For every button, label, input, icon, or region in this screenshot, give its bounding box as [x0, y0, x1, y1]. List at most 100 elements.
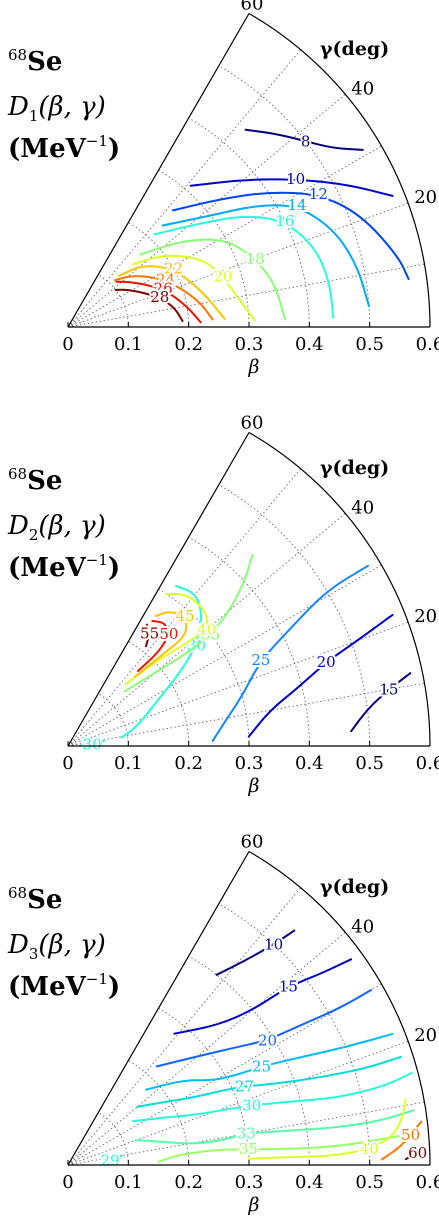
units-open: (MeV — [8, 134, 87, 164]
nucleus-mass: 68 — [8, 46, 27, 64]
quantity-label: D3(β, γ) — [7, 930, 106, 963]
contour-label: 20 — [213, 268, 232, 286]
units-power: −1 — [86, 970, 108, 988]
units-label: (MeV−1) — [8, 970, 120, 1002]
units-open: (MeV — [8, 553, 87, 583]
contour-label: 8 — [301, 132, 311, 150]
quantity-args: (β, γ) — [38, 92, 105, 122]
grid-radial — [67, 93, 346, 328]
contour-label: 50 — [159, 625, 178, 643]
grid-arc — [158, 588, 250, 747]
beta-tick-label: 0.5 — [355, 1172, 384, 1193]
grid-arc — [218, 65, 371, 328]
quantity-symbol: D — [7, 92, 29, 122]
gamma-tick-label: 60 — [241, 413, 264, 434]
quantity-index: 3 — [29, 945, 39, 963]
grid-radial — [67, 931, 346, 1166]
axis-title-beta: β — [248, 775, 260, 797]
nucleus-symbol: Se — [27, 885, 62, 915]
contour-line-22 — [118, 265, 226, 320]
grid-arc — [158, 169, 250, 328]
contour-label: 60 — [408, 1144, 427, 1162]
contour-line-55 — [145, 623, 150, 648]
gamma-tick-label: 20 — [414, 1025, 437, 1046]
contour-label: 20 — [317, 653, 336, 671]
beta-tick-label: 0.5 — [355, 334, 384, 355]
contour-label: 15 — [379, 680, 398, 698]
axis-title-gamma: γ(deg) — [320, 457, 389, 479]
quantity-symbol: D — [7, 930, 29, 960]
grid-arc — [97, 274, 129, 328]
gamma-tick-label: 40 — [351, 78, 374, 99]
contour-line-60 — [404, 1145, 425, 1161]
beta-tick-label: 0.2 — [174, 334, 203, 355]
grid-radial — [67, 564, 382, 747]
contour-line-10 — [189, 178, 394, 197]
beta-tick-label: 0.6 — [416, 753, 439, 774]
beta-tick-label: 0.5 — [355, 753, 384, 774]
gamma-tick-label: 20 — [414, 606, 437, 627]
beta-tick-label: 0 — [62, 753, 73, 774]
grid-arc — [218, 484, 371, 747]
contour-line-12 — [172, 191, 410, 281]
contour-label: 55 — [140, 625, 159, 643]
gamma-tick-label: 60 — [241, 832, 264, 853]
quantity-args: (β, γ) — [38, 930, 105, 960]
beta-tick-label: 0.4 — [295, 753, 324, 774]
contour-line-50 — [380, 1120, 423, 1161]
contour-label: 29 — [100, 1152, 119, 1170]
grid-arc — [158, 1007, 250, 1166]
nucleus-symbol: Se — [27, 47, 62, 77]
contour-label: 40 — [360, 1140, 379, 1158]
nucleus-label: 68Se — [8, 46, 62, 77]
nucleus-symbol: Se — [27, 466, 62, 496]
contour-line-30 — [132, 1071, 413, 1123]
outer-arc — [248, 850, 431, 1166]
axis-title-beta: β — [248, 356, 260, 378]
quantity-args: (β, γ) — [38, 511, 105, 541]
contour-line-45 — [134, 611, 188, 678]
grid-radial — [67, 145, 382, 328]
contour-line-20 — [132, 254, 256, 322]
axis-gamma-60 — [67, 432, 250, 747]
beta-tick-label: 0.6 — [416, 1172, 439, 1193]
axis-gamma-60 — [67, 851, 250, 1166]
beta-tick-label: 0 — [62, 334, 73, 355]
axis-gamma-60 — [67, 13, 250, 328]
outer-arc — [248, 12, 431, 328]
gamma-tick-label: 40 — [351, 916, 374, 937]
units-power: −1 — [86, 551, 108, 569]
grid-radial — [67, 263, 425, 328]
contour-label: 45 — [176, 607, 195, 625]
quantity-index: 1 — [29, 107, 39, 125]
beta-tick-label: 0.6 — [416, 334, 439, 355]
beta-tick-label: 0.4 — [295, 334, 324, 355]
contour-line-24 — [113, 275, 214, 321]
contour-line-50 — [137, 620, 169, 672]
contour-label: 20 — [258, 1031, 277, 1049]
grid-radial — [67, 202, 409, 328]
gamma-tick-label: 40 — [351, 497, 374, 518]
contour-label: 40 — [197, 621, 216, 639]
contour-line-28 — [114, 288, 184, 322]
units-close: ) — [108, 553, 120, 583]
units-power: −1 — [86, 132, 108, 150]
contour-label: 12 — [309, 185, 328, 203]
beta-tick-label: 0.1 — [114, 753, 143, 774]
contour-label: 22 — [164, 260, 183, 278]
contour-line-15 — [350, 672, 412, 733]
beta-tick-label: 0.3 — [235, 1172, 264, 1193]
beta-tick-label: 0.2 — [174, 1172, 203, 1193]
beta-tick-label: 0.3 — [235, 334, 264, 355]
nucleus-label: 68Se — [8, 884, 62, 915]
quantity-symbol: D — [7, 511, 29, 541]
units-open: (MeV — [8, 972, 87, 1002]
contour-label: 24 — [156, 270, 175, 288]
nucleus-mass: 68 — [8, 884, 27, 902]
contour-label: 16 — [275, 212, 294, 230]
nucleus-mass: 68 — [8, 465, 27, 483]
